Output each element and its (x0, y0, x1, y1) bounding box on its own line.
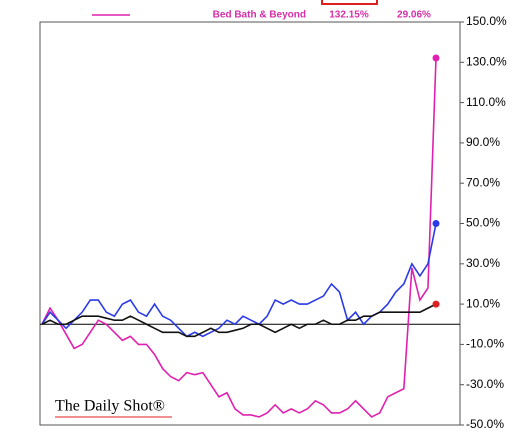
end-marker (432, 220, 440, 227)
y-tick-label: 30.0% (466, 256, 500, 270)
series-line (41, 57, 437, 418)
brand: The Daily Shot® (55, 398, 165, 415)
y-tick-label: -10.0% (466, 337, 504, 351)
y-tick-label: -30.0% (466, 377, 504, 391)
y-tick-label: 70.0% (466, 175, 500, 189)
y-tick-label: 130.0% (466, 54, 507, 68)
y-tick-label: 90.0% (466, 135, 500, 149)
legend-change: 29.06% (397, 10, 431, 21)
y-tick-label: 10.0% (466, 296, 500, 310)
legend-label: Bed Bath & Beyond (213, 10, 306, 21)
highlight-box (321, 0, 378, 5)
legend-value: 132.15% (329, 10, 369, 21)
y-tick-label: 110.0% (466, 95, 506, 109)
end-marker (432, 54, 440, 62)
series-line (41, 223, 437, 338)
series-line (41, 303, 437, 338)
y-tick-label: -50.0% (466, 417, 504, 431)
plot-frame (39, 21, 461, 426)
y-tick-label: 50.0% (466, 216, 500, 230)
end-marker (432, 300, 440, 308)
y-tick-label: 150.0% (466, 14, 507, 28)
